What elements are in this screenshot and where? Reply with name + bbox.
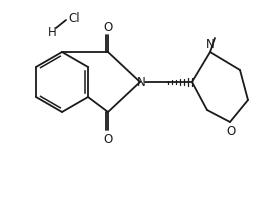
Text: O: O	[103, 21, 113, 34]
Text: N: N	[206, 38, 214, 51]
Text: O: O	[103, 132, 113, 145]
Text: O: O	[226, 124, 236, 137]
Text: H: H	[48, 26, 56, 39]
Text: N: N	[137, 76, 145, 89]
Text: Cl: Cl	[68, 11, 80, 24]
